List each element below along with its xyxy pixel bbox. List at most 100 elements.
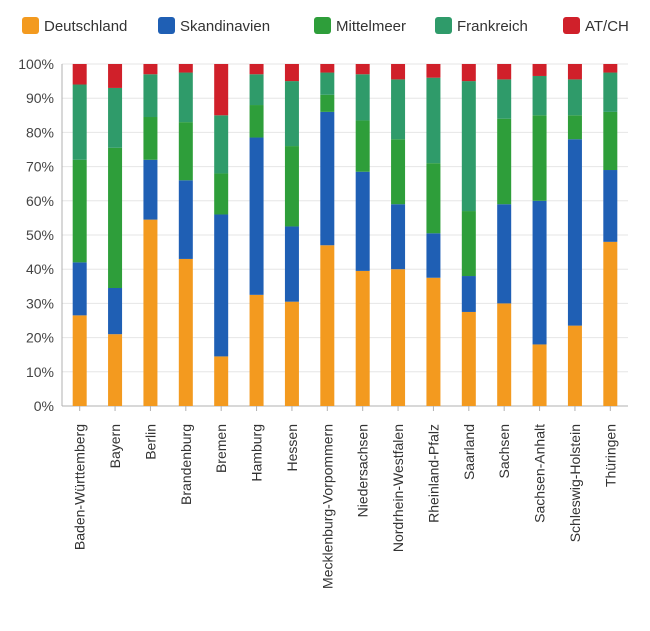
bar-stack-mecklenburg-vorpommern	[320, 64, 335, 406]
bar-segment-deutschland	[497, 303, 512, 406]
x-tick-label-schleswig-holstein: Schleswig-Holstein	[567, 424, 583, 542]
bar-segment-deutschland	[178, 258, 193, 406]
x-tick-label-brandenburg: Brandenburg	[178, 424, 194, 505]
bar-segment-mittelmeer	[426, 163, 441, 234]
y-tick-label: 50%	[26, 227, 54, 243]
legend-swatch-mittelmeer	[314, 17, 331, 34]
bar-segment-skandinavien	[214, 214, 229, 357]
y-tick-label: 20%	[26, 330, 54, 346]
bar-segment-skandinavien	[426, 233, 441, 278]
x-tick-label-rheinland-pfalz: Rheinland-Pfalz	[425, 424, 441, 523]
bar-stack-rheinland-pfalz	[426, 64, 441, 406]
bar-segment-deutschland	[143, 219, 158, 406]
legend-label-skandinavien: Skandinavien	[180, 18, 270, 35]
bar-segment-mittelmeer	[355, 120, 370, 172]
legend-swatch-frankreich	[435, 17, 452, 34]
x-tick-label-baden-w-rttemberg: Baden-Württemberg	[72, 424, 88, 550]
bar-stack-sachsen	[497, 64, 512, 406]
x-tick-label-sachsen-anhalt: Sachsen-Anhalt	[532, 424, 548, 523]
bar-stack-bremen	[214, 64, 229, 406]
bar-segment-mittelmeer	[178, 122, 193, 181]
bar-segment-deutschland	[603, 241, 618, 406]
y-tick-label: 100%	[18, 56, 54, 72]
bar-segment-at-ch	[426, 64, 441, 78]
x-tick-label-nordrhein-westfalen: Nordrhein-Westfalen	[390, 424, 406, 552]
bar-segment-skandinavien	[178, 180, 193, 259]
bar-segment-deutschland	[108, 334, 123, 406]
bar-segment-frankreich	[532, 75, 547, 116]
bar-segment-frankreich	[497, 79, 512, 119]
bar-segment-mittelmeer	[567, 115, 582, 140]
bar-segment-at-ch	[72, 64, 87, 85]
bar-segment-frankreich	[108, 87, 123, 148]
bar-segment-frankreich	[391, 79, 406, 140]
bar-segment-skandinavien	[143, 159, 158, 220]
bar-segment-deutschland	[72, 315, 87, 406]
y-tick-label: 60%	[26, 193, 54, 209]
bar-segment-at-ch	[567, 64, 582, 80]
bar-segment-mittelmeer	[320, 94, 335, 112]
bar-segment-skandinavien	[567, 139, 582, 326]
bar-stack-nordrhein-westfalen	[391, 64, 406, 406]
x-axis: Baden-Württemberg Bayern Berlin Brandenburg…	[72, 406, 618, 589]
bar-stack-brandenburg	[178, 64, 193, 406]
bar-segment-deutschland	[320, 245, 335, 406]
bar-segment-deutschland	[461, 311, 476, 406]
bar-segment-at-ch	[178, 64, 193, 73]
bar-stack-baden-w-rttemberg	[72, 64, 87, 406]
bar-segment-frankreich	[567, 79, 582, 116]
legend-swatch-deutschland	[22, 17, 39, 34]
x-tick-label-hamburg: Hamburg	[249, 424, 265, 482]
bar-segment-deutschland	[249, 294, 264, 406]
y-tick-label: 80%	[26, 124, 54, 140]
y-axis: 0% 10% 20% 30% 40% 50% 60% 70% 80% 90% 100%	[18, 56, 63, 414]
bar-segment-deutschland	[355, 270, 370, 406]
bar-segment-mittelmeer	[72, 159, 87, 263]
y-tick-label: 10%	[26, 364, 54, 380]
bar-segment-at-ch	[497, 64, 512, 80]
bar-segment-deutschland	[532, 344, 547, 406]
bar-segment-skandinavien	[461, 276, 476, 312]
x-tick-label-sachsen: Sachsen	[496, 424, 512, 478]
bar-segment-frankreich	[355, 74, 370, 121]
bar-segment-mittelmeer	[284, 146, 299, 227]
y-tick-label: 70%	[26, 159, 54, 175]
bar-stack-sachsen-anhalt	[532, 64, 547, 406]
bars	[72, 64, 618, 406]
x-tick-label-saarland: Saarland	[461, 424, 477, 480]
bar-stack-hessen	[284, 64, 299, 406]
bar-segment-frankreich	[72, 84, 87, 160]
bar-segment-at-ch	[108, 64, 123, 88]
bar-stack-th-ringen	[603, 64, 618, 406]
bar-segment-at-ch	[320, 64, 335, 73]
x-tick-label-mecklenburg-vorpommern: Mecklenburg-Vorpommern	[319, 424, 335, 589]
x-tick-label-th-ringen: Thüringen	[602, 424, 618, 487]
legend-label-deutschland: Deutschland	[44, 18, 127, 35]
bar-segment-mittelmeer	[214, 173, 229, 215]
bar-segment-frankreich	[320, 72, 335, 95]
bar-stack-saarland	[461, 64, 476, 406]
bar-segment-skandinavien	[284, 226, 299, 302]
y-tick-label: 90%	[26, 90, 54, 106]
y-tick-label: 0%	[34, 398, 54, 414]
y-tick-label: 40%	[26, 261, 54, 277]
bar-stack-berlin	[143, 64, 158, 406]
bar-segment-skandinavien	[320, 111, 335, 246]
legend-label-mittelmeer: Mittelmeer	[336, 18, 406, 35]
bar-segment-frankreich	[426, 77, 441, 164]
legend: Deutschland Skandinavien Mittelmeer Frankre…	[22, 17, 629, 35]
bar-segment-mittelmeer	[249, 105, 264, 138]
bar-segment-frankreich	[143, 74, 158, 118]
legend-label-frankreich: Frankreich	[457, 18, 528, 35]
x-tick-label-bayern: Bayern	[107, 424, 123, 468]
bar-segment-frankreich	[603, 72, 618, 112]
legend-swatch-skandinavien	[158, 17, 175, 34]
bar-stack-hamburg	[249, 64, 264, 406]
bar-stack-schleswig-holstein	[567, 64, 582, 406]
bar-segment-at-ch	[461, 64, 476, 82]
bar-segment-mittelmeer	[461, 211, 476, 277]
bar-segment-mittelmeer	[603, 111, 618, 171]
bar-segment-skandinavien	[391, 204, 406, 270]
bar-segment-frankreich	[461, 81, 476, 212]
